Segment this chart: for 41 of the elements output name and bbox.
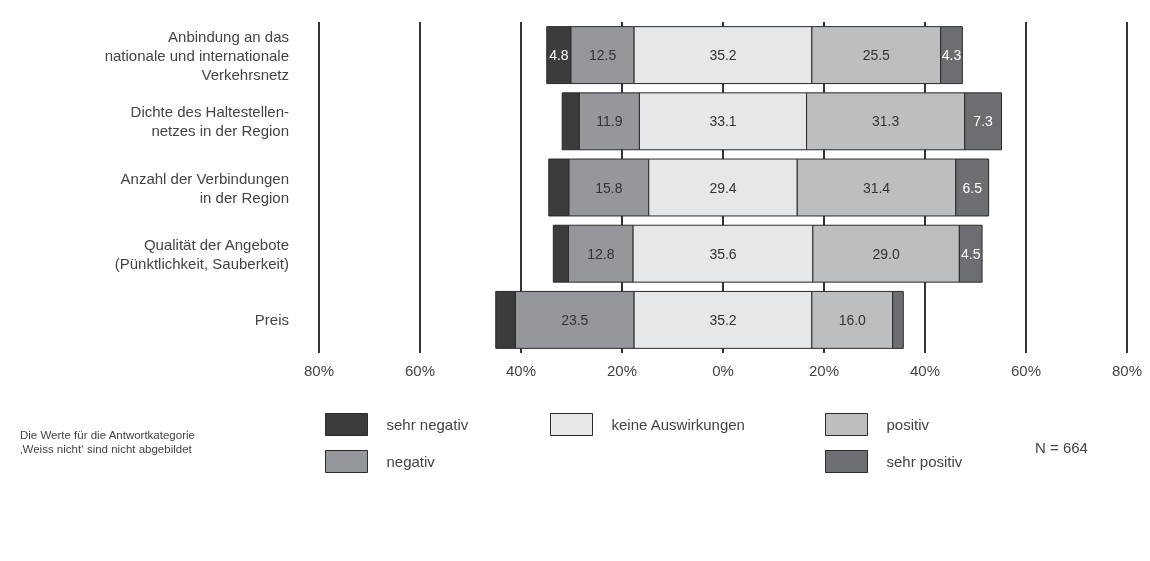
legend-label: keine Auswirkungen — [611, 416, 745, 433]
x-tick-label: 80% — [303, 362, 335, 379]
legend-label: sehr positiv — [886, 453, 963, 470]
data-label: 25.5 — [862, 47, 891, 64]
data-label: 35.6 — [709, 245, 737, 262]
data-label: 12.8 — [587, 245, 615, 262]
x-tick-label: 80% — [1111, 362, 1143, 379]
x-tick-label: 60% — [404, 362, 436, 379]
data-label: 16.0 — [838, 311, 867, 328]
y-tick-label: Preis — [254, 311, 289, 329]
data-label: 4.5 — [960, 245, 981, 262]
data-label: 31.4 — [862, 179, 891, 196]
data-label: 12.5 — [588, 47, 617, 64]
data-label: 4.3 — [941, 47, 962, 64]
x-tick-label: 20% — [606, 362, 638, 379]
x-tick-label: 20% — [808, 362, 840, 379]
data-label: 35.2 — [709, 47, 737, 64]
y-tick-label: Dichte des Haltestellen- netzes in der Region — [130, 103, 289, 140]
data-label: 4.8 — [549, 47, 569, 64]
data-label: 29.0 — [872, 245, 900, 262]
data-label: 29.4 — [709, 179, 737, 196]
x-tick-label: 40% — [909, 362, 941, 379]
legend-label: negativ — [386, 453, 436, 470]
data-label: 23.5 — [561, 311, 589, 328]
legend-label: sehr negativ — [386, 416, 469, 433]
data-label: 15.8 — [595, 179, 623, 196]
data-label: 11.9 — [596, 113, 623, 130]
y-tick-label: Anbindung an das nationale und internationale Verkehrsnetz — [104, 27, 289, 83]
data-label: 33.1 — [709, 113, 737, 130]
y-tick-label: Anzahl der Verbindungen in der Region — [120, 169, 289, 206]
x-tick-label: 60% — [1010, 362, 1042, 379]
y-tick-label: Qualität der Angebote (Pünktlichkeit, Sauberkeit) — [114, 235, 289, 272]
data-label: 7.3 — [973, 113, 994, 130]
text: N = 664 — [1035, 439, 1088, 456]
text: Die Werte für die Antwortkategorie ‚Weiss nicht‘ sind nicht abgebildet — [20, 429, 195, 455]
data-label: 31.3 — [871, 113, 900, 130]
x-tick-label: 40% — [505, 362, 537, 379]
data-label: 6.5 — [962, 179, 983, 196]
legend-label: positiv — [886, 416, 930, 433]
data-label: 35.2 — [709, 311, 737, 328]
x-tick-label: 0% — [712, 362, 734, 379]
